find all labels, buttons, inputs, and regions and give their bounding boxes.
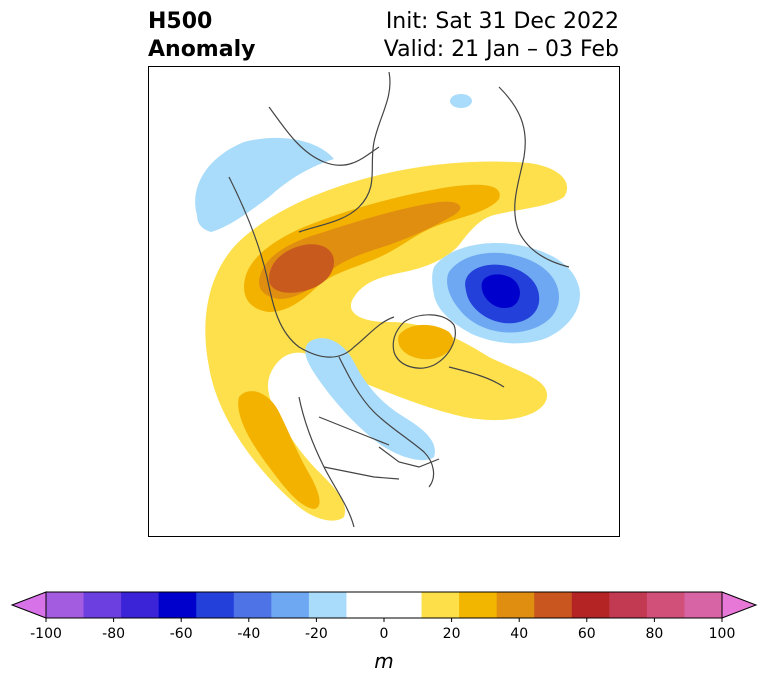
negative-anomaly-north-america xyxy=(305,338,435,461)
colorbar-cell xyxy=(534,592,573,618)
colorbar-cell xyxy=(308,592,347,618)
colorbar-tick-label: 20 xyxy=(443,626,461,642)
date-info: Init: Sat 31 Dec 2022 Valid: 21 Jan – 03… xyxy=(384,8,619,64)
colorbar: -100 -80 -60 -40 -20 0 20 40 60 80 100 m xyxy=(10,591,758,673)
colorbar-cell xyxy=(496,592,535,618)
strong-positive-core xyxy=(269,244,334,293)
negative-anomaly-siberia-core xyxy=(481,274,520,309)
positive-anomaly-atlantic xyxy=(398,324,453,360)
colorbar-cell xyxy=(571,592,610,618)
colorbar-extend-left xyxy=(10,591,47,619)
colorbar-cell xyxy=(384,592,423,618)
colorbar-cell xyxy=(83,592,122,618)
valid-range: Valid: 21 Jan – 03 Feb xyxy=(383,37,619,62)
colorbar-cell xyxy=(121,592,160,618)
colorbar-tick-label: 40 xyxy=(510,626,528,642)
colorbar-tick-label: 60 xyxy=(578,626,596,642)
title-line-1: H500 xyxy=(148,9,213,34)
colorbar-tick-label: 80 xyxy=(645,626,663,642)
colorbar-cell xyxy=(158,592,197,618)
colorbar-cells xyxy=(10,591,758,619)
colorbar-extend-right xyxy=(721,591,758,619)
colorbar-cell xyxy=(196,592,235,618)
colorbar-tick-label: 100 xyxy=(709,626,736,642)
colorbar-tick-label: -40 xyxy=(237,626,260,642)
colorbar-unit: m xyxy=(374,649,393,673)
colorbar-ticks: -100 -80 -60 -40 -20 0 20 40 60 80 100 xyxy=(30,618,735,642)
colorbar-tick-label: -20 xyxy=(305,626,328,642)
colorbar-tick-label: 0 xyxy=(380,626,389,642)
coastlines xyxy=(228,71,570,528)
map-canvas xyxy=(195,71,580,528)
colorbar-cell xyxy=(459,592,498,618)
colorbar-cell xyxy=(346,592,385,618)
colorbar-cell xyxy=(684,592,723,618)
negative-anomaly-pacific xyxy=(195,137,334,232)
colorbar-cell xyxy=(421,592,460,618)
colorbar-cell xyxy=(271,592,310,618)
colorbar-cell xyxy=(609,592,648,618)
anomaly-map xyxy=(148,66,620,537)
map-title: H500 Anomaly xyxy=(148,8,255,64)
positive-anomaly-west xyxy=(238,391,320,509)
colorbar-tick-label: -100 xyxy=(30,626,62,642)
colorbar-cell xyxy=(46,592,85,618)
colorbar-tick-label: -60 xyxy=(170,626,193,642)
title-line-2: Anomaly xyxy=(148,37,256,62)
negative-anomaly-spot xyxy=(450,94,472,108)
colorbar-cell xyxy=(646,592,685,618)
colorbar-tick-label: -80 xyxy=(102,626,125,642)
colorbar-cell xyxy=(233,592,272,618)
init-date: Init: Sat 31 Dec 2022 xyxy=(385,9,619,34)
